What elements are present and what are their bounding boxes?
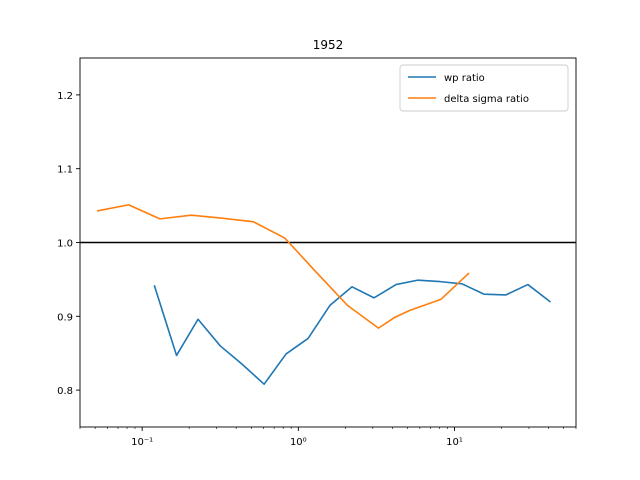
legend-label: wp ratio xyxy=(444,73,485,84)
legend: wp ratio delta sigma ratio xyxy=(399,64,569,112)
series-line-wp-ratio xyxy=(153,279,551,386)
series-line-delta-sigma-ratio xyxy=(96,204,470,329)
x-tick-label: 10⁰ xyxy=(290,437,307,448)
y-tick-label: 1.2 xyxy=(57,91,73,102)
legend-label: delta sigma ratio xyxy=(444,94,529,105)
y-tick-label: 1.0 xyxy=(57,239,73,250)
chart-title: 1952 xyxy=(313,38,344,52)
y-tick-label: 0.9 xyxy=(57,312,73,323)
y-tick-label: 1.1 xyxy=(57,165,73,176)
plot-area: 0.8 0.9 1.0 1.1 1.2 10⁻¹ 10⁰ 10¹ xyxy=(57,57,577,448)
x-tick-label: 10⁻¹ xyxy=(131,437,153,448)
legend-box xyxy=(399,64,569,112)
x-tick-label: 10¹ xyxy=(446,437,463,448)
y-tick-label: 0.8 xyxy=(57,386,73,397)
